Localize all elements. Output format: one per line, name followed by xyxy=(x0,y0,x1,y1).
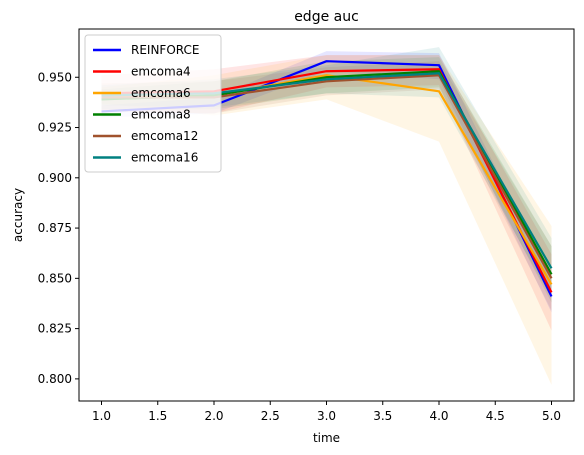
legend-label-4: emcoma12 xyxy=(131,129,198,143)
y-tick-label: 0.900 xyxy=(38,171,72,185)
y-tick-label: 0.875 xyxy=(38,221,72,235)
x-axis-ticks: 1.0 1.5 2.0 2.5 3.0 3.5 4.0 4.5 5.0 xyxy=(92,401,561,423)
x-tick-label: 4.5 xyxy=(486,409,505,423)
legend-label-3: emcoma8 xyxy=(131,108,191,122)
legend-label-5: emcoma16 xyxy=(131,151,198,165)
y-tick-label: 0.925 xyxy=(38,121,72,135)
legend-box xyxy=(84,34,222,173)
x-tick-label: 1.5 xyxy=(148,409,167,423)
legend: REINFORCE emcoma4 emcoma6 emcoma8 emcoma12 em… xyxy=(84,34,222,173)
x-tick-label: 3.0 xyxy=(317,409,336,423)
y-tick-label: 0.825 xyxy=(38,322,72,336)
chart-title: edge auc xyxy=(294,9,359,25)
x-tick-label: 5.0 xyxy=(542,409,561,423)
x-tick-label: 2.0 xyxy=(204,409,223,423)
series-band-2 xyxy=(101,55,552,385)
legend-label-1: emcoma4 xyxy=(131,65,191,79)
y-tick-label: 0.850 xyxy=(38,271,72,285)
x-tick-label: 4.0 xyxy=(429,409,448,423)
y-tick-label: 0.950 xyxy=(38,70,72,84)
x-tick-label: 1.0 xyxy=(92,409,111,423)
y-tick-label: 0.800 xyxy=(38,372,72,386)
x-axis-label: time xyxy=(313,431,340,445)
y-axis-ticks: 0.800 0.825 0.850 0.875 0.900 0.925 0.950 xyxy=(38,70,79,386)
legend-label-0: REINFORCE xyxy=(131,43,199,57)
x-tick-label: 3.5 xyxy=(373,409,392,423)
y-axis-label: accuracy xyxy=(11,188,25,242)
legend-label-2: emcoma6 xyxy=(131,86,191,100)
x-tick-label: 2.5 xyxy=(261,409,280,423)
